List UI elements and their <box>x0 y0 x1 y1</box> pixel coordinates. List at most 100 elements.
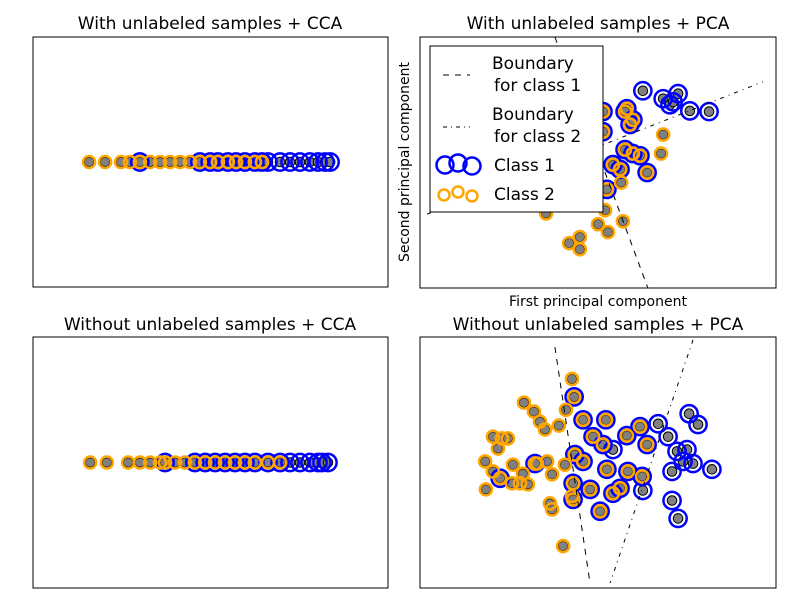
class-1-marker <box>616 425 637 446</box>
class-2-marker <box>504 475 520 491</box>
class-2-marker <box>516 395 532 410</box>
class-2-marker <box>99 455 115 470</box>
class-1-marker <box>662 461 682 482</box>
class-2-marker <box>207 455 223 470</box>
axes-background <box>420 337 776 588</box>
class-1-marker <box>235 452 255 473</box>
class-2-marker <box>544 467 560 482</box>
class-2-marker <box>237 455 253 470</box>
class-2-marker <box>82 455 98 470</box>
class-2-marker <box>492 470 508 486</box>
subplot-0 <box>32 36 389 288</box>
class-2-marker <box>247 154 263 170</box>
axes-frame <box>419 36 777 289</box>
class-1-marker <box>637 434 657 455</box>
class-2-marker <box>555 538 571 554</box>
axes-frame <box>32 36 389 288</box>
legend-label-boundary-class-1-line1: Boundary <box>492 54 574 74</box>
class-2-marker <box>632 148 648 163</box>
class-1-marker <box>300 152 320 172</box>
class-2-marker <box>551 418 567 433</box>
class-1-marker <box>258 152 278 172</box>
class-2-marker <box>575 412 591 428</box>
sample-point <box>662 431 674 442</box>
class-1-marker <box>648 413 669 434</box>
class-1-marker <box>245 452 265 473</box>
class-2-marker <box>599 462 615 477</box>
class-2-marker <box>485 429 501 444</box>
class-1-marker <box>630 416 650 437</box>
legend-class-2-marker <box>437 185 479 203</box>
class-1-marker <box>637 162 657 183</box>
subplot-title-3: Without unlabeled samples + PCA <box>453 315 744 335</box>
class-1-marker <box>245 152 265 172</box>
legend-label-boundary-class-2-line1: Boundary <box>492 105 574 125</box>
class-1-marker <box>679 101 700 121</box>
class-1-marker <box>308 152 328 172</box>
class-2-marker <box>142 455 158 470</box>
class-2-marker <box>187 455 203 470</box>
legend-label-boundary-class-1-line2: for class 1 <box>494 76 581 96</box>
class-2-marker <box>132 154 148 170</box>
class-1-marker <box>205 452 225 473</box>
class-2-marker <box>220 154 236 170</box>
class-1-marker <box>280 152 300 172</box>
class-1-marker <box>195 452 216 473</box>
class-1-marker <box>130 152 150 172</box>
class-2-marker <box>595 437 611 452</box>
class-2-marker <box>655 127 671 142</box>
class-2-marker <box>512 475 528 491</box>
class-1-marker <box>660 94 680 115</box>
class-2-marker <box>561 235 577 251</box>
class-2-marker <box>619 428 635 443</box>
class-2-marker <box>167 455 183 470</box>
sample-point <box>706 464 718 475</box>
class-2-marker <box>228 154 244 170</box>
class-2-marker <box>620 464 636 479</box>
class-1-marker <box>318 452 338 473</box>
class-2-marker <box>582 482 598 497</box>
class-2-marker <box>585 429 601 444</box>
class-1-marker <box>673 451 693 472</box>
sample-point <box>692 419 704 430</box>
class-2-marker <box>572 241 588 257</box>
legend-label-class-1: Class 1 <box>494 156 555 176</box>
sample-point <box>637 485 649 496</box>
class-1-marker <box>663 92 683 112</box>
sample-point <box>683 408 695 420</box>
class-1-marker <box>658 426 678 447</box>
class-1-marker <box>564 387 584 407</box>
class-1-marker <box>630 145 650 166</box>
class-2-marker <box>113 154 129 170</box>
class-1-marker <box>590 501 610 522</box>
legend-label-class-2: Class 2 <box>494 185 555 205</box>
class-2-marker <box>639 437 655 452</box>
class-2-marker <box>197 455 213 470</box>
class-1-marker <box>315 152 336 172</box>
legend-label-boundary-class-2-line2: for class 2 <box>494 127 581 147</box>
sample-point <box>652 418 664 430</box>
legend-class-1-marker <box>435 153 482 176</box>
class-2-marker <box>500 431 516 446</box>
subplot-title-2: Without unlabeled samples + CCA <box>64 315 357 335</box>
class-2-marker <box>162 154 178 170</box>
class-2-marker <box>132 455 148 470</box>
class-2-marker <box>564 371 580 387</box>
class-2-marker <box>490 441 506 456</box>
class-2-marker <box>634 469 650 484</box>
class-2-marker <box>615 214 631 229</box>
class-2-marker <box>600 224 616 240</box>
class-2-marker <box>590 216 606 232</box>
class-2-marker <box>544 502 560 517</box>
subplot-2 <box>32 336 389 589</box>
class-1-marker <box>258 452 278 473</box>
class-1-marker <box>653 88 673 109</box>
class-1-marker <box>688 414 708 435</box>
sample-point <box>672 513 684 524</box>
class-2-marker <box>639 165 655 180</box>
class-1-marker <box>312 452 332 473</box>
class-1-marker <box>662 490 682 511</box>
class-1-marker <box>593 434 613 455</box>
class-2-marker <box>598 412 614 428</box>
class-1-marker <box>270 152 290 172</box>
